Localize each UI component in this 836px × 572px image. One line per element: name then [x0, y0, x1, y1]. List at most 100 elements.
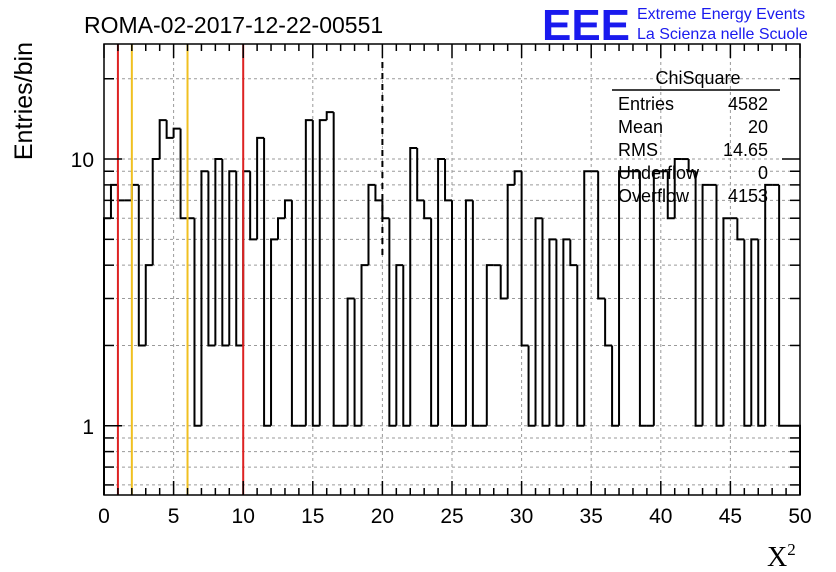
histogram-bin	[611, 345, 620, 427]
eee-logo: EEE Extreme Energy Events La Scienza nel…	[542, 1, 808, 50]
histogram-bin	[701, 183, 710, 426]
stats-box-label: RMS	[618, 140, 658, 160]
histogram-bin	[193, 218, 202, 427]
histogram-bin	[736, 218, 745, 241]
stats-box-value: 20	[748, 117, 768, 137]
histogram-bin	[471, 200, 480, 427]
histogram-bin	[346, 297, 355, 426]
histogram-bin	[562, 238, 571, 426]
tick-labels: 0 5 10 15 20 25 30 35 40 45 50 1 10	[71, 149, 812, 528]
svg-text:X2: X2	[767, 540, 796, 572]
histogram-bin	[437, 158, 446, 426]
histogram-bin	[743, 239, 752, 427]
histogram-bin	[360, 264, 369, 426]
histogram-bin	[451, 200, 459, 427]
histogram-bin	[172, 127, 181, 138]
histogram-bin	[144, 264, 153, 346]
histogram-bin	[757, 239, 766, 427]
stats-box-label: Entries	[618, 94, 674, 114]
histogram-bin	[395, 264, 404, 426]
stats-box-value: 4582	[728, 94, 768, 114]
histogram-bin	[270, 238, 278, 426]
stats-box-label: Mean	[618, 117, 663, 137]
histogram-bin	[638, 171, 647, 427]
histogram-bin	[325, 111, 334, 121]
marker-lines	[116, 44, 384, 495]
y-tick-label: 1	[82, 416, 94, 439]
histogram-bin	[673, 158, 682, 219]
histogram-bin	[764, 183, 773, 426]
histogram-bin	[367, 183, 376, 266]
histogram-bin	[200, 170, 209, 426]
histogram-bin	[555, 239, 564, 427]
histogram-bin	[666, 171, 675, 220]
histogram-bin	[179, 128, 188, 220]
histogram-bin	[423, 200, 432, 220]
histogram-bin	[381, 200, 390, 220]
histogram-bin	[750, 238, 759, 426]
eee-logo-line1: Extreme Energy Events	[637, 6, 805, 23]
histogram-bin	[618, 170, 626, 426]
histogram-bin	[235, 171, 244, 347]
histogram-bin	[151, 158, 160, 266]
histogram-bars	[103, 111, 801, 495]
histogram-bin	[207, 171, 216, 347]
x-tick-label: 0	[98, 505, 110, 528]
histogram-bin	[569, 239, 578, 267]
histogram-bin	[513, 170, 522, 185]
histogram-bin	[464, 199, 473, 426]
x-tick-label: 40	[649, 505, 672, 528]
x-tick-label: 45	[719, 505, 742, 528]
x-tick-label: 15	[301, 505, 324, 528]
histogram-bin	[416, 148, 425, 202]
histogram-bin	[548, 238, 557, 426]
histogram-bin	[527, 345, 536, 427]
histogram-bin	[158, 119, 167, 160]
x-axis-label-base: X	[767, 542, 787, 572]
histogram-bin	[277, 217, 285, 240]
histogram-bin	[221, 159, 230, 347]
stats-box-label: Overflow	[618, 186, 690, 206]
histogram-bin	[778, 184, 787, 427]
histogram-bin	[353, 298, 362, 427]
histogram-bin	[694, 171, 703, 427]
x-tick-label: 10	[232, 505, 255, 528]
histogram-bin	[722, 217, 731, 426]
histogram-bin	[165, 120, 174, 139]
y-tick-label: 10	[71, 149, 94, 172]
stats-box-value: 14.65	[723, 140, 768, 160]
histogram-bin	[214, 158, 223, 346]
histogram-bin	[534, 217, 543, 426]
histogram-bin	[576, 265, 585, 427]
histogram-bin	[499, 265, 508, 300]
histogram-bin	[332, 112, 341, 427]
x-tick-label: 5	[168, 505, 180, 528]
histogram-bin	[109, 183, 118, 219]
histogram-bin	[715, 184, 724, 427]
stats-box-value: 0	[758, 163, 768, 183]
axes	[103, 43, 801, 496]
histogram-bin	[597, 171, 606, 300]
histogram-bin	[103, 217, 111, 495]
y-axis-label: Entries/bin	[10, 42, 38, 160]
histogram-bin	[583, 170, 592, 426]
histogram-bin	[228, 170, 237, 346]
eee-logo-line2: La Scienza nelle Scuole	[637, 26, 808, 43]
histogram-bin	[283, 199, 292, 219]
histogram-bin	[290, 200, 299, 427]
histogram-bin	[130, 183, 139, 201]
histogram-bin	[137, 184, 146, 347]
stats-box: ChiSquare Entries 4582 Mean 20 RMS 14.65 Underf…	[612, 68, 780, 206]
histogram-bin	[604, 298, 613, 347]
x-tick-label: 50	[788, 505, 811, 528]
x-axis-label-superscript: 2	[787, 540, 796, 559]
histogram-bin	[402, 265, 411, 427]
histogram-bin	[652, 170, 661, 426]
x-tick-label: 20	[371, 505, 394, 528]
x-tick-label: 30	[510, 505, 533, 528]
histogram-bin	[409, 147, 418, 426]
histogram-bin	[485, 264, 494, 426]
histogram-bin	[318, 119, 327, 426]
chart-title: ROMA-02-2017-12-22-00551	[84, 12, 383, 38]
histogram-bin	[541, 218, 550, 427]
